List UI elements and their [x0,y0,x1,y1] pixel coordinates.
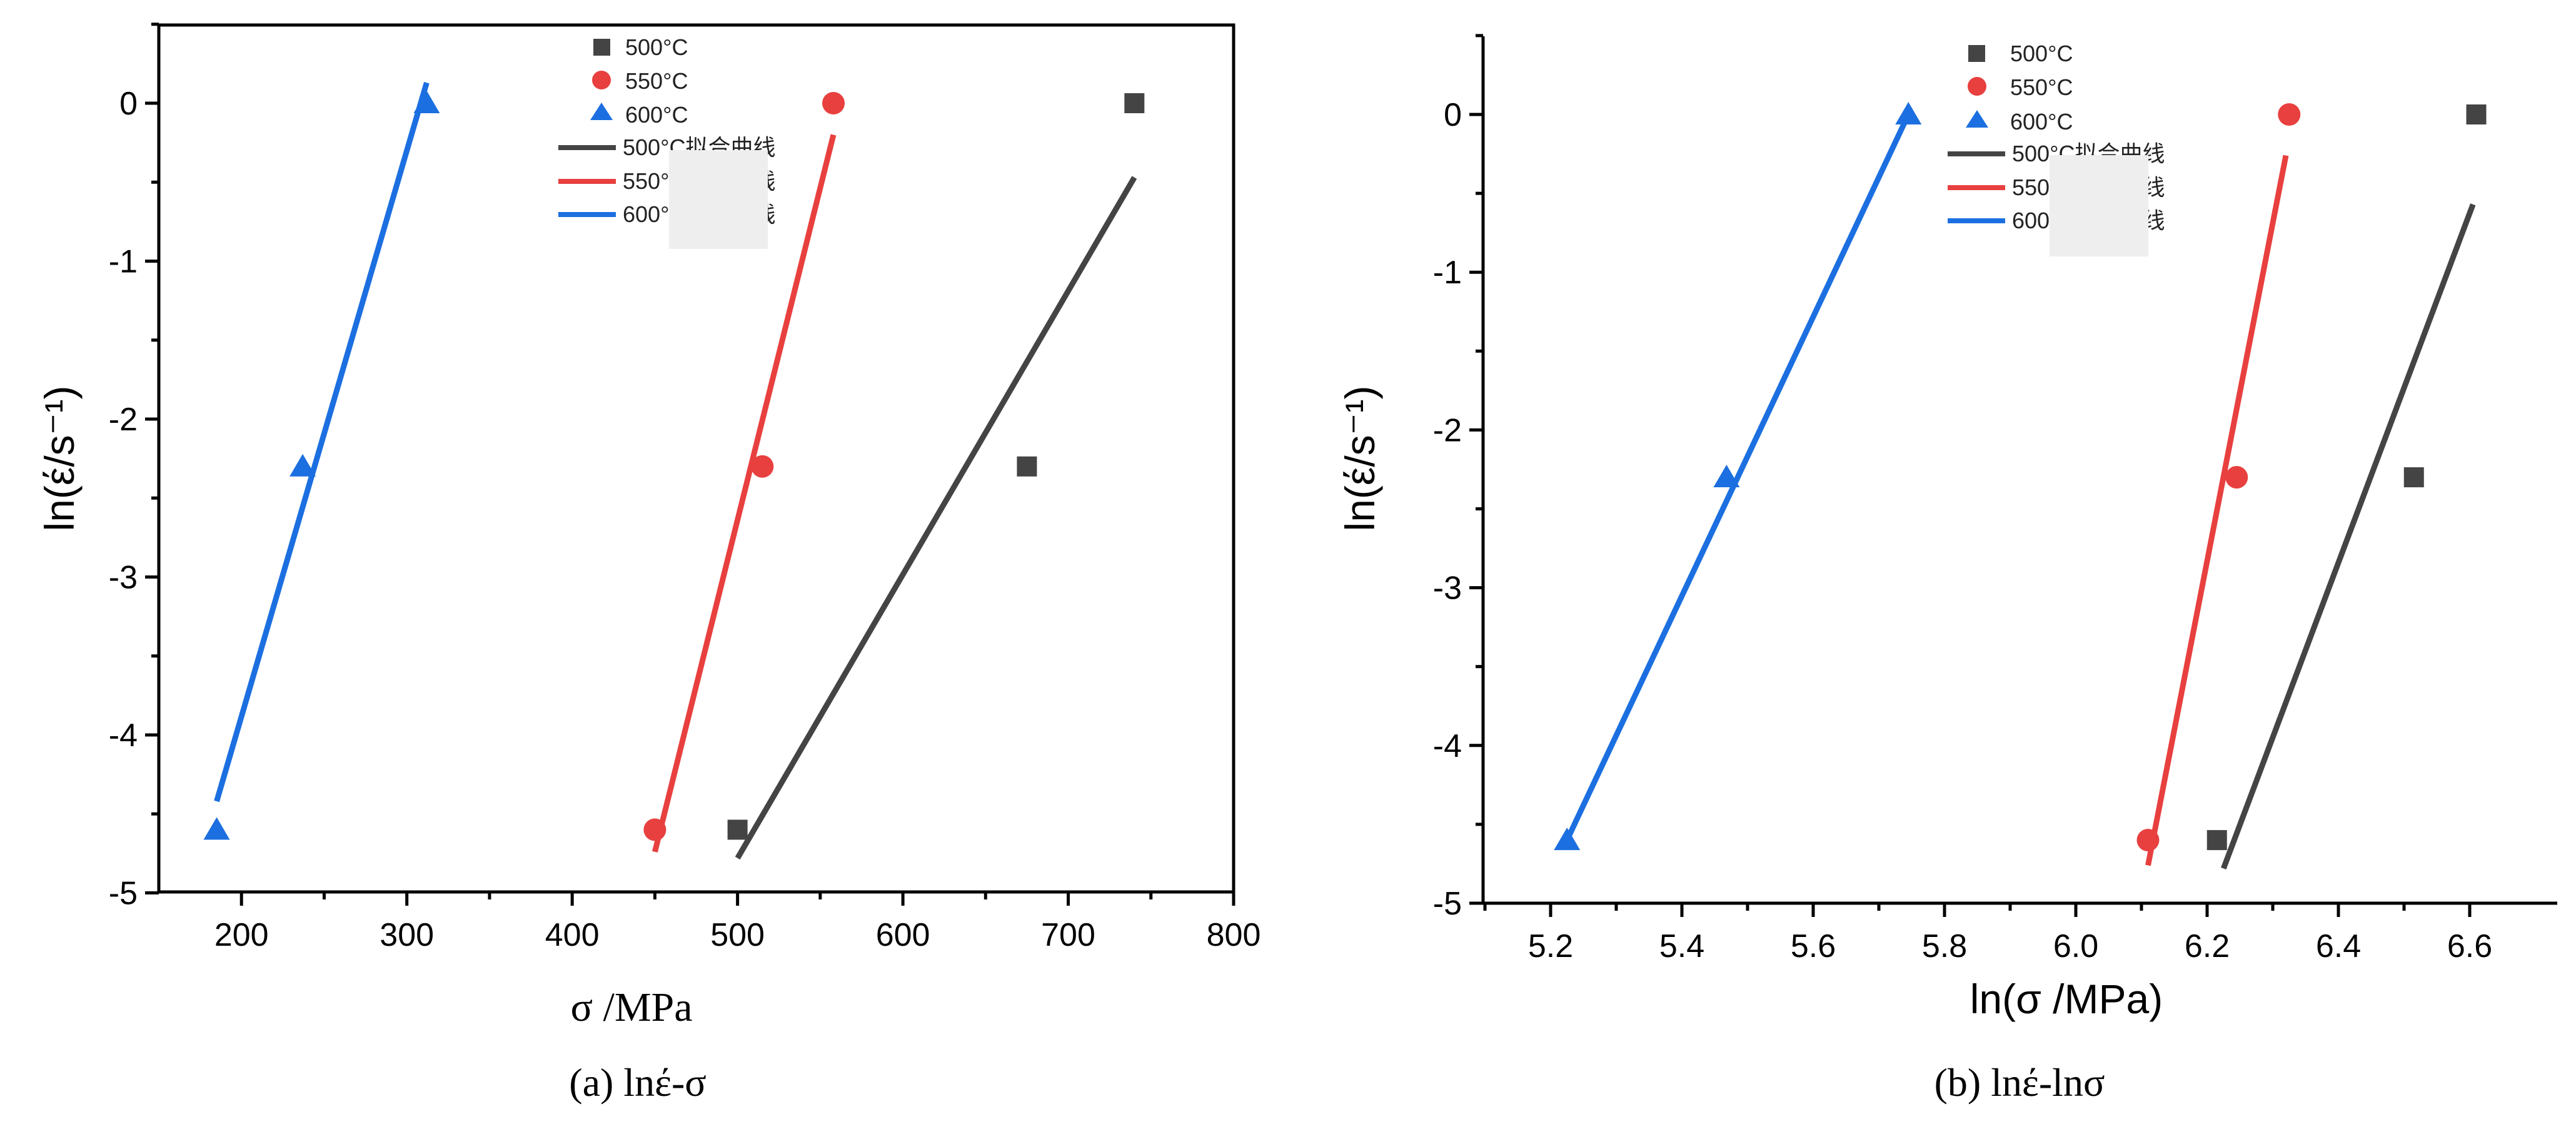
data-points-a [203,91,1145,841]
x-axis-title-a: σ /MPa [570,985,692,1030]
legend-b: 500°C 550°C 600°C 500°C拟合曲线 550°C拟合曲线 60… [1948,41,2165,256]
fit-line-b-550c [2145,154,2289,866]
fit-lines-b [1564,113,2476,870]
data-point-a-500c-0 [727,819,748,840]
y-tick-label-b-4: -4 [1433,728,1462,764]
x-tick-label-a-2: 400 [545,917,600,953]
data-point-a-600c-1 [289,453,316,477]
y-tick-label-a-0: 0 [119,86,138,122]
data-points-b [1554,102,2487,852]
legend-label-500-b: 500°C [2010,41,2073,66]
y-tick-label-b-1: -1 [1433,255,1462,291]
x-tick-label-a-1: 300 [380,917,434,953]
y-axis-title-b: ln(έ/s⁻¹) [1337,386,1383,532]
x-tick-label-b-2: 5.6 [1791,928,1836,965]
axis-ticks-b: 5.2 5.4 5.6 5.8 6.0 6.2 6.4 6.6 0 -1 -2 -3 -4 -5 [1433,34,2492,965]
chart-panel-a: 200 300 400 500 600 700 800 0 -1 -2 -3 -4 -5 500°C 5… [36,23,1261,1105]
axis-ticks-a: 200 300 400 500 600 700 800 0 -1 -2 -3 -4 -5 [109,23,1261,953]
legend-label-550-b: 550°C [2010,74,2073,100]
legend-occlusion-patch [669,150,768,249]
y-tick-label-b-3: -3 [1433,570,1462,607]
data-point-b-600c-2 [1895,102,1922,124]
data-point-a-600c-0 [203,817,230,840]
data-point-a-600c-2 [413,91,440,113]
data-point-b-600c-1 [1713,465,1740,488]
x-tick-label-b-5: 6.2 [2185,928,2230,965]
legend-marker-600 [590,103,613,120]
legend-marker-500 [593,39,610,56]
x-tick-label-a-6: 800 [1207,917,1261,953]
data-point-a-500c-2 [1124,93,1145,113]
legend-marker-500-b [1968,45,1985,62]
fit-line-a-500c [735,176,1137,860]
legend-marker-600-b [1966,110,1988,128]
x-tick-label-b-7: 6.6 [2447,928,2492,965]
data-point-b-600c-0 [1554,828,1581,851]
data-point-b-550c-0 [2136,829,2160,852]
y-tick-label-a-3: -3 [109,560,138,596]
legend-label-500: 500°C [625,34,688,60]
x-tick-label-b-3: 5.8 [1922,928,1967,965]
data-point-b-500c-0 [2206,830,2227,851]
y-tick-label-b-5: -5 [1433,886,1462,922]
legend-label-600: 600°C [625,102,688,128]
plot-frame-a [157,23,1235,894]
x-tick-label-b-1: 5.4 [1659,928,1704,965]
legend-label-550: 550°C [625,68,688,94]
legend-a: 500°C 550°C 600°C 500°C拟合曲线 550°C拟合曲线 60… [558,34,775,249]
y-tick-label-b-2: -2 [1433,412,1462,448]
x-tick-label-a-4: 600 [876,917,930,953]
data-point-b-550c-1 [2225,466,2248,489]
x-tick-label-a-3: 500 [710,917,765,953]
fit-line-a-550c [652,134,837,853]
legend-label-600-b: 600°C [2010,109,2073,134]
x-tick-label-a-5: 700 [1041,917,1095,953]
legend-marker-550 [592,71,611,89]
legend-marker-550-b [1968,77,1986,96]
legend-occlusion-patch-b [2050,155,2148,256]
y-tick-label-a-4: -4 [109,717,138,754]
data-point-b-500c-2 [2466,104,2487,124]
x-axis-title-b: ln(σ /MPa) [1970,976,2163,1022]
caption-b: (b) lnέ-lnσ [1935,1060,2105,1105]
fit-line-a-600c [214,81,430,802]
chart-panel-b: 5.2 5.4 5.6 5.8 6.0 6.2 6.4 6.6 0 -1 -2 -3 -4 -5 500°… [1337,34,2557,1105]
data-point-b-550c-2 [2278,103,2301,126]
y-tick-label-a-2: -2 [109,402,138,438]
fit-line-b-500c [2221,203,2476,870]
data-point-a-550c-1 [751,455,774,478]
x-tick-label-b-6: 6.4 [2316,928,2361,965]
caption-a: (a) lnέ-σ [569,1060,707,1105]
fit-lines-a [214,81,1137,860]
y-axis-title-a: ln(έ/s⁻¹) [36,386,83,532]
data-point-b-500c-1 [2403,467,2424,488]
y-tick-label-a-1: -1 [109,244,138,280]
data-point-a-500c-1 [1017,456,1037,477]
y-tick-label-b-0: 0 [1444,97,1462,133]
data-point-a-550c-2 [822,92,845,114]
x-tick-label-b-4: 6.0 [2053,928,2098,965]
x-tick-label-a-0: 200 [214,917,269,953]
data-point-a-550c-0 [643,818,667,841]
x-tick-label-b-0: 5.2 [1528,928,1573,965]
fit-line-b-600c [1564,113,1911,842]
y-tick-label-a-5: -5 [109,876,138,912]
